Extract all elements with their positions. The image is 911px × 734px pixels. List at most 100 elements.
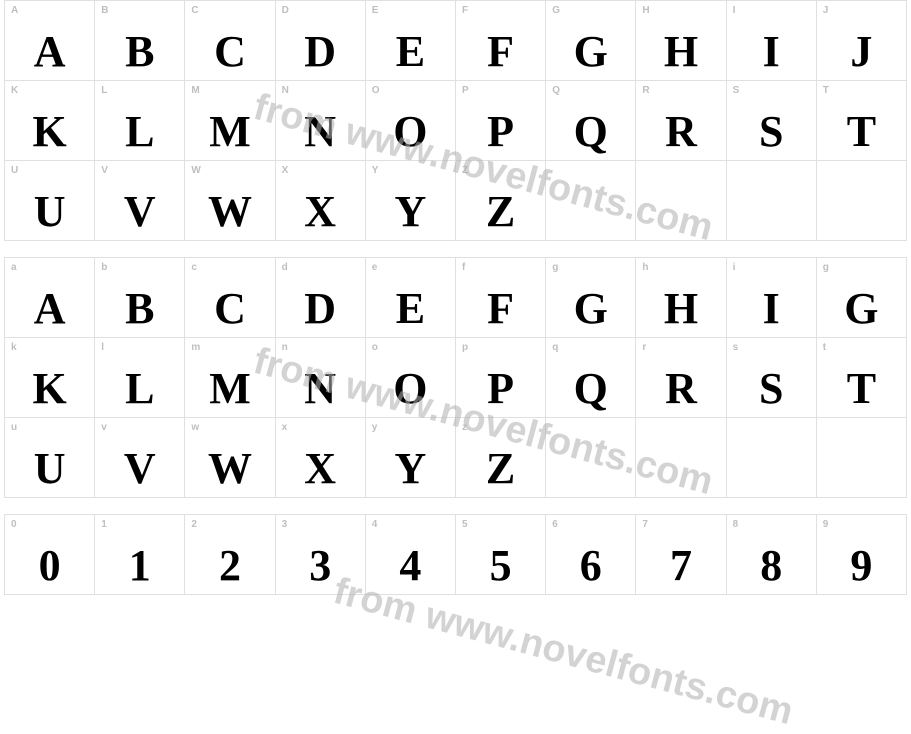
glyph-display: E bbox=[366, 30, 455, 74]
cell-label: w bbox=[191, 422, 199, 433]
glyph-display: H bbox=[636, 287, 725, 331]
glyph-display: 7 bbox=[636, 544, 725, 588]
cell-label: Q bbox=[552, 85, 560, 96]
glyph-grid: aAbBcCdDeEfFgGhHiIgGkKlLmMnNoOpPqQrRsStT… bbox=[4, 257, 907, 498]
glyph-display: Q bbox=[546, 367, 635, 411]
cell-label: 7 bbox=[642, 519, 648, 530]
cell-label: Y bbox=[372, 165, 379, 176]
glyph-display: 0 bbox=[5, 544, 94, 588]
cell-label: 3 bbox=[282, 519, 288, 530]
cell-label: N bbox=[282, 85, 289, 96]
section-digits: 00112233445566778899 bbox=[0, 514, 911, 595]
cell-label: 8 bbox=[733, 519, 739, 530]
glyph-display: P bbox=[456, 367, 545, 411]
glyph-cell: kK bbox=[5, 338, 95, 418]
cell-label: 0 bbox=[11, 519, 17, 530]
glyph-display: 5 bbox=[456, 544, 545, 588]
cell-label: a bbox=[11, 262, 17, 273]
cell-label: c bbox=[191, 262, 197, 273]
cell-label: m bbox=[191, 342, 200, 353]
glyph-cell: 33 bbox=[276, 515, 366, 595]
cell-label: B bbox=[101, 5, 108, 16]
cell-label: G bbox=[552, 5, 560, 16]
cell-label: M bbox=[191, 85, 199, 96]
glyph-cell: xX bbox=[276, 418, 366, 498]
cell-label: t bbox=[823, 342, 826, 353]
glyph-cell: II bbox=[727, 1, 817, 81]
glyph-cell: qQ bbox=[546, 338, 636, 418]
glyph-cell bbox=[817, 161, 907, 241]
glyph-cell: JJ bbox=[817, 1, 907, 81]
glyph-cell: iI bbox=[727, 258, 817, 338]
cell-label: 2 bbox=[191, 519, 197, 530]
glyph-cell bbox=[817, 418, 907, 498]
glyph-cell: BB bbox=[95, 1, 185, 81]
glyph-display: 2 bbox=[185, 544, 274, 588]
glyph-cell: 88 bbox=[727, 515, 817, 595]
glyph-cell: cC bbox=[185, 258, 275, 338]
cell-label: R bbox=[642, 85, 649, 96]
cell-label: P bbox=[462, 85, 469, 96]
glyph-display: V bbox=[95, 190, 184, 234]
glyph-cell: UU bbox=[5, 161, 95, 241]
glyph-display: I bbox=[727, 30, 816, 74]
glyph-cell: aA bbox=[5, 258, 95, 338]
glyph-cell: sS bbox=[727, 338, 817, 418]
glyph-cell: QQ bbox=[546, 81, 636, 161]
glyph-display: B bbox=[95, 30, 184, 74]
cell-label: z bbox=[462, 422, 467, 433]
cell-label: x bbox=[282, 422, 288, 433]
glyph-display: 3 bbox=[276, 544, 365, 588]
glyph-display: G bbox=[817, 287, 906, 331]
glyph-display: C bbox=[185, 287, 274, 331]
glyph-display: R bbox=[636, 367, 725, 411]
cell-label: D bbox=[282, 5, 289, 16]
glyph-display: W bbox=[185, 447, 274, 491]
glyph-cell: CC bbox=[185, 1, 275, 81]
glyph-display: F bbox=[456, 287, 545, 331]
glyph-cell bbox=[546, 418, 636, 498]
glyph-display: K bbox=[5, 110, 94, 154]
glyph-display: D bbox=[276, 30, 365, 74]
glyph-cell: EE bbox=[366, 1, 456, 81]
glyph-display: 1 bbox=[95, 544, 184, 588]
glyph-display: F bbox=[456, 30, 545, 74]
glyph-cell bbox=[727, 418, 817, 498]
glyph-cell: nN bbox=[276, 338, 366, 418]
glyph-cell: MM bbox=[185, 81, 275, 161]
glyph-display: I bbox=[727, 287, 816, 331]
cell-label: d bbox=[282, 262, 288, 273]
glyph-cell: rR bbox=[636, 338, 726, 418]
glyph-display: M bbox=[185, 110, 274, 154]
cell-label: W bbox=[191, 165, 200, 176]
glyph-cell: TT bbox=[817, 81, 907, 161]
glyph-cell: mM bbox=[185, 338, 275, 418]
glyph-display: A bbox=[5, 287, 94, 331]
cell-label: C bbox=[191, 5, 198, 16]
glyph-cell: OO bbox=[366, 81, 456, 161]
glyph-display: K bbox=[5, 367, 94, 411]
cell-label: T bbox=[823, 85, 829, 96]
glyph-display: L bbox=[95, 110, 184, 154]
glyph-cell bbox=[727, 161, 817, 241]
glyph-cell: SS bbox=[727, 81, 817, 161]
glyph-cell: LL bbox=[95, 81, 185, 161]
cell-label: H bbox=[642, 5, 649, 16]
glyph-cell: 77 bbox=[636, 515, 726, 595]
glyph-display: P bbox=[456, 110, 545, 154]
cell-label: Z bbox=[462, 165, 468, 176]
glyph-display: M bbox=[185, 367, 274, 411]
glyph-display: Q bbox=[546, 110, 635, 154]
cell-label: U bbox=[11, 165, 18, 176]
cell-label: 1 bbox=[101, 519, 107, 530]
section-lowercase: aAbBcCdDeEfFgGhHiIgGkKlLmMnNoOpPqQrRsStT… bbox=[0, 257, 911, 498]
cell-label: L bbox=[101, 85, 107, 96]
glyph-display: V bbox=[95, 447, 184, 491]
glyph-cell: 00 bbox=[5, 515, 95, 595]
glyph-cell: vV bbox=[95, 418, 185, 498]
glyph-cell: lL bbox=[95, 338, 185, 418]
cell-label: g bbox=[823, 262, 829, 273]
cell-label: h bbox=[642, 262, 648, 273]
glyph-cell: KK bbox=[5, 81, 95, 161]
cell-label: o bbox=[372, 342, 378, 353]
